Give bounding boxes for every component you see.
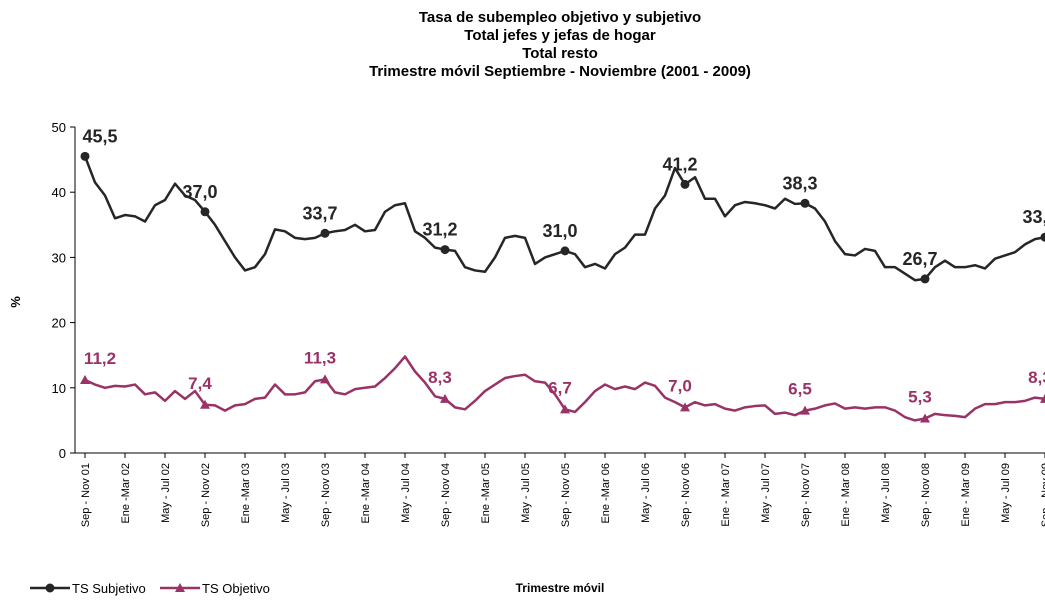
point-marker [800,198,810,208]
x-tick-label: Ene - Mar 09 [960,463,972,527]
point-marker [800,405,810,415]
data-label: 26,7 [902,249,937,269]
data-label: 33,7 [302,203,337,223]
chart-title: Trimestre móvil Septiembre - Noviembre (… [369,63,751,80]
legend-label: TS Objetivo [202,581,270,596]
series-line [83,155,1045,282]
x-tick-label: Ene -Mar 06 [600,463,612,524]
x-tick-label: May - Jul 08 [880,463,892,523]
x-tick-label: Sep - Nov 02 [200,463,212,527]
point-marker [440,393,450,403]
x-tick-label: Sep - Nov 09 [1040,463,1045,527]
x-tick-label: Sep - Nov 04 [440,463,452,527]
x-tick-label: Sep - Nov 03 [320,463,332,527]
data-label: 31,2 [422,220,457,240]
x-tick-label: Sep - Nov 01 [80,463,92,527]
x-tick-label: Ene -Mar 04 [360,463,372,524]
y-tick-label: 40 [52,185,66,200]
x-tick-label: Ene -Mar 05 [480,463,492,524]
data-label: 7,0 [668,376,692,395]
x-tick-label: May - Jul 04 [400,463,412,523]
data-label: 11,2 [84,349,116,368]
point-marker [200,207,210,217]
data-label: 8,3 [1028,368,1045,387]
data-label: 31,0 [542,221,577,241]
data-label: 7,4 [188,374,212,393]
point-marker [440,245,450,255]
y-tick-label: 30 [52,250,66,265]
y-axis-title: % [8,296,23,308]
point-marker [1040,393,1045,403]
x-tick-label: Sep - Nov 08 [920,463,932,527]
point-marker [920,274,930,284]
x-tick-label: May - Jul 05 [520,463,532,523]
x-tick-label: May - Jul 02 [160,463,172,523]
chart-title: Total resto [522,45,598,62]
x-tick-label: Ene -Mar 02 [120,463,132,524]
y-tick-label: 0 [59,446,66,461]
x-axis-title: Trimestre móvil [516,581,605,595]
chart-title: Tasa de subempleo objetivo y subjetivo [419,9,701,26]
x-tick-label: May - Jul 09 [1000,463,1012,523]
y-tick-label: 10 [52,381,66,396]
x-tick-label: Sep - Nov 06 [680,463,692,527]
data-label: 6,5 [788,380,812,399]
point-marker [680,179,690,189]
data-label: 37,0 [182,182,217,202]
point-marker [920,413,930,423]
point-marker [1040,232,1045,242]
data-label: 41,2 [662,154,697,174]
data-label: 8,3 [428,368,452,387]
data-label: 11,3 [304,348,336,367]
x-tick-label: May - Jul 07 [760,463,772,523]
data-label: 6,7 [548,378,572,397]
x-tick-label: Ene -Mar 03 [240,463,252,524]
x-tick-label: Sep - Nov 07 [800,463,812,527]
chart-title: Total jefes y jefas de hogar [464,27,656,44]
data-label: 38,3 [782,173,817,193]
point-marker [45,583,55,593]
y-tick-label: 20 [52,316,66,331]
point-marker [80,151,90,161]
x-tick-label: May - Jul 03 [280,463,292,523]
legend-label: TS Subjetivo [72,581,146,596]
point-marker [320,374,330,384]
point-marker [80,374,90,384]
data-label: 33,1 [1022,207,1045,227]
x-tick-label: May - Jul 06 [640,463,652,523]
y-tick-label: 50 [52,120,66,135]
x-tick-label: Sep - Nov 05 [560,463,572,527]
point-marker [320,228,330,238]
point-marker [560,404,570,414]
point-marker [680,402,690,412]
point-marker [175,583,185,592]
x-tick-label: Ene - Mar 07 [720,463,732,527]
point-marker [200,399,210,409]
x-tick-label: Ene - Mar 08 [840,463,852,527]
data-label: 45,5 [82,126,117,146]
point-marker [560,246,570,256]
data-label: 5,3 [908,387,932,406]
